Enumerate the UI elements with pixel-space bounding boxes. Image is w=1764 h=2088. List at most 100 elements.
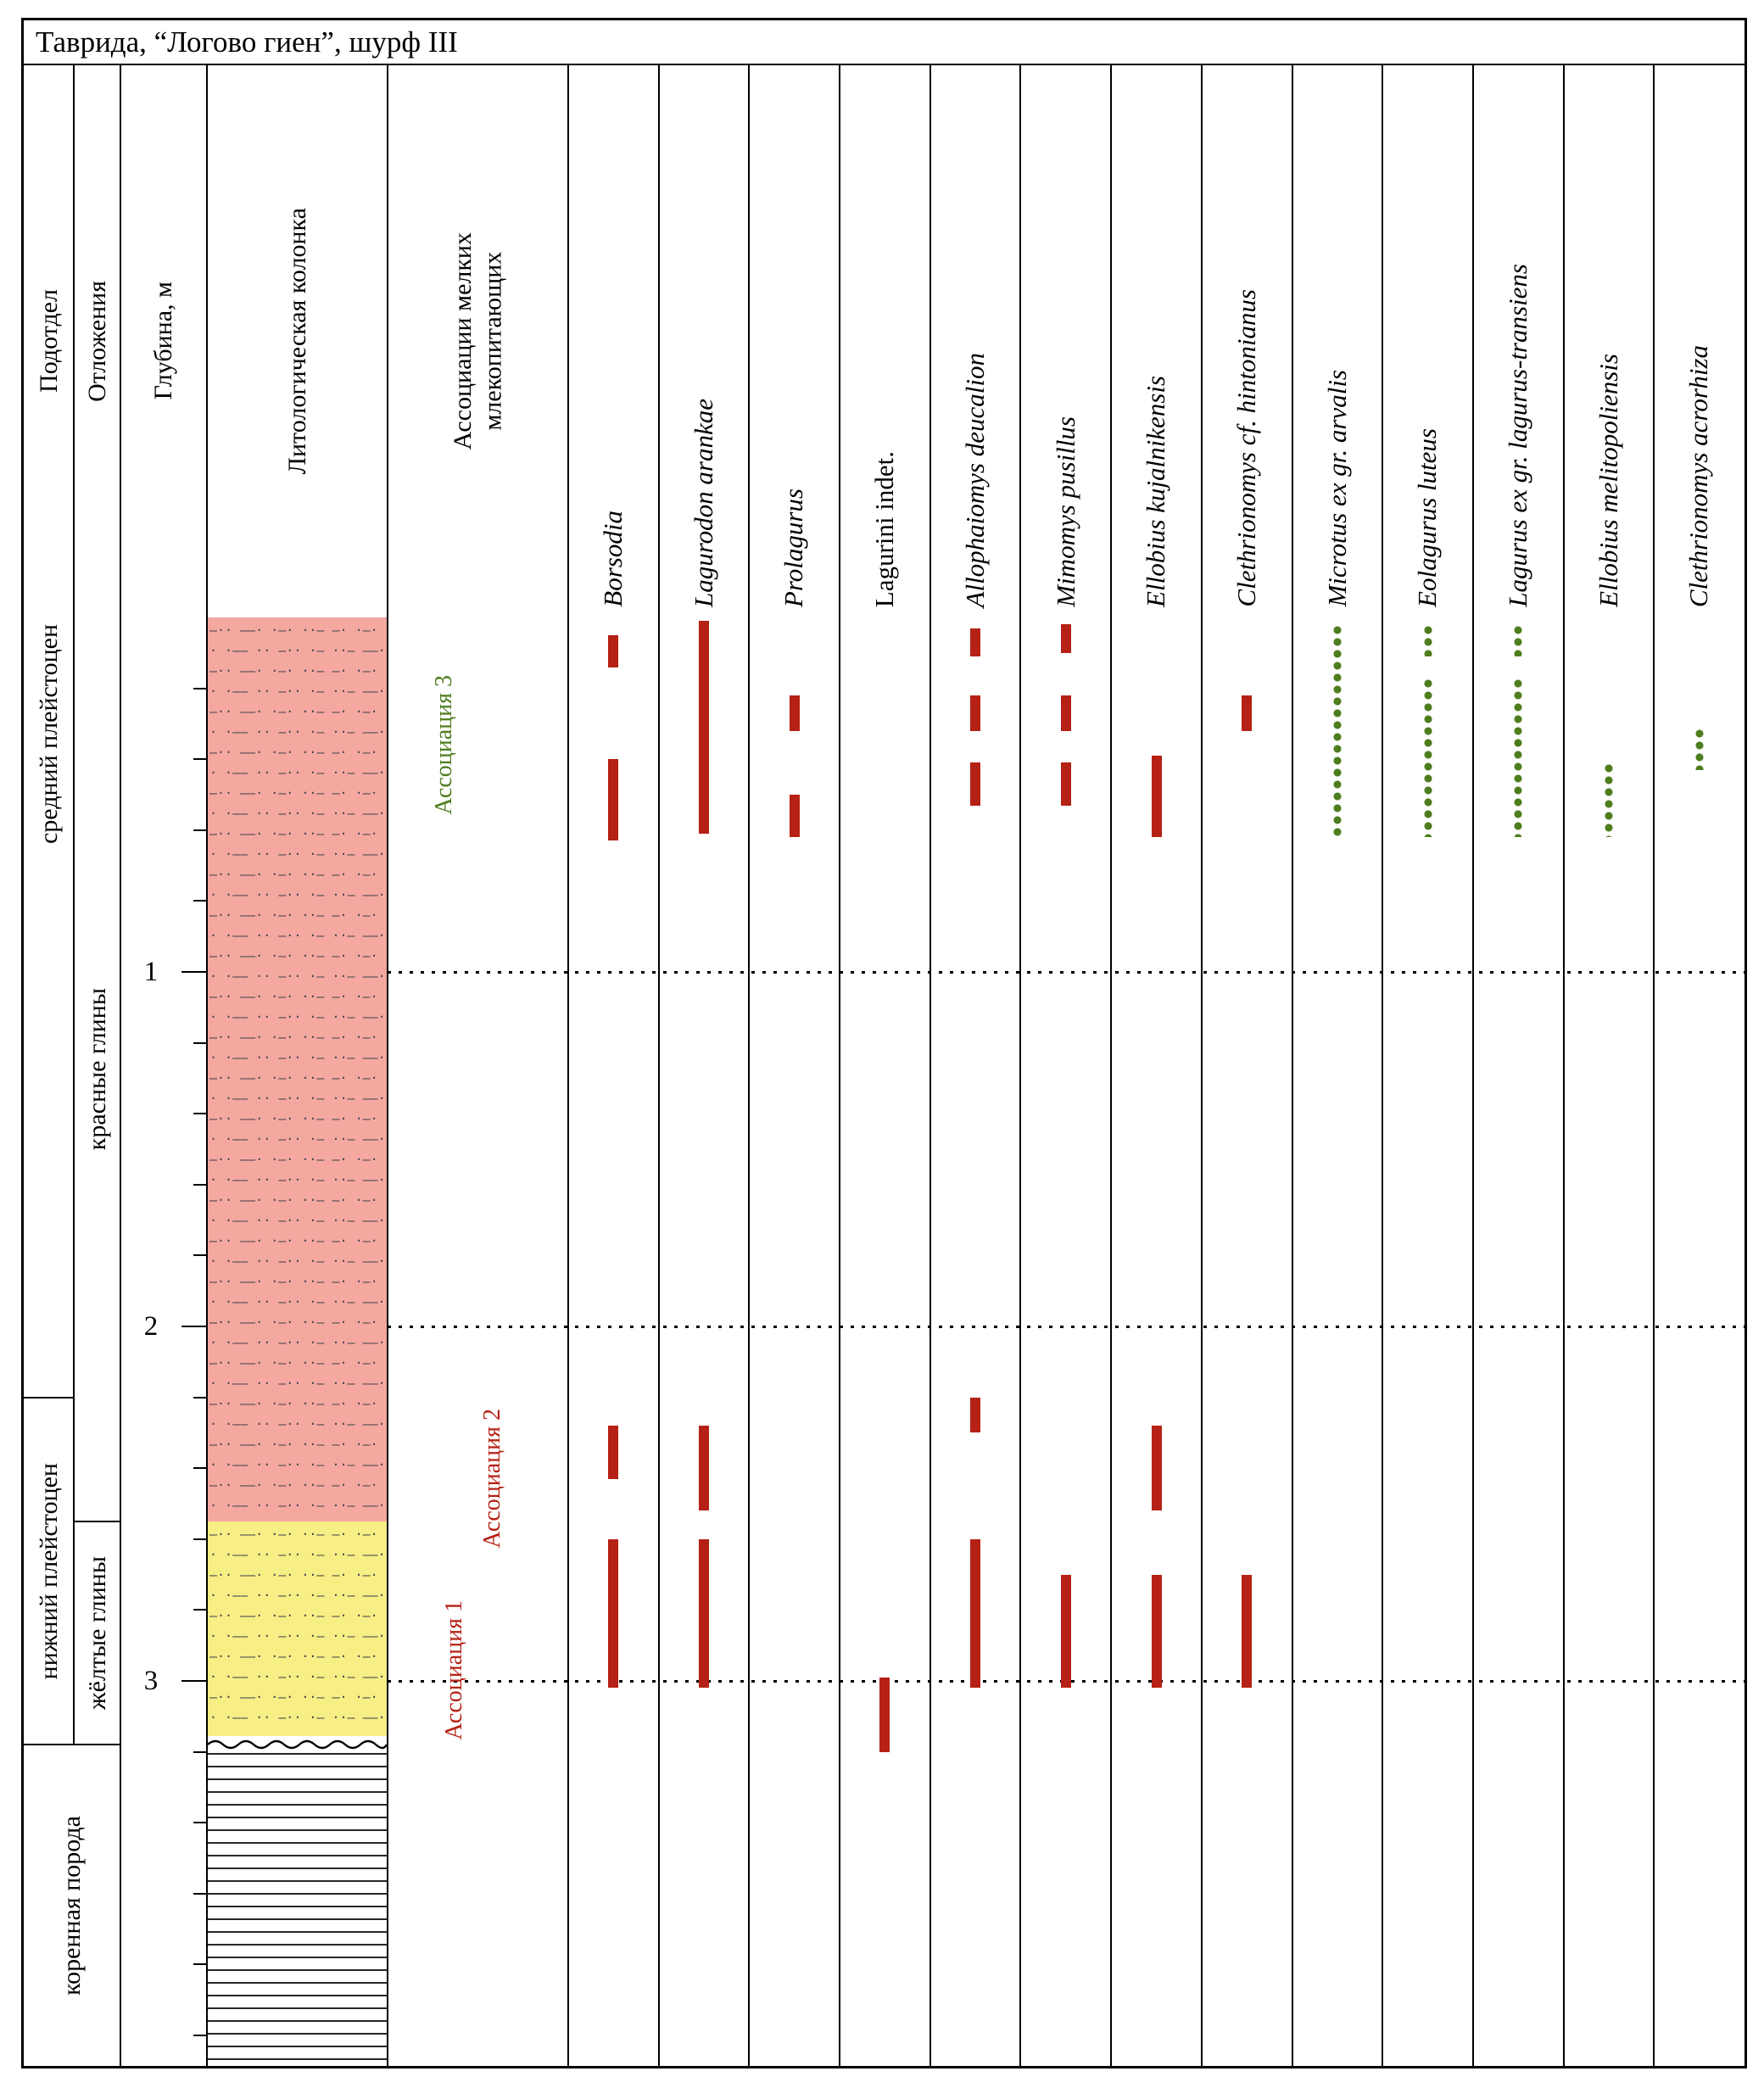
taxon-10-range-0-dots: [1514, 624, 1523, 656]
depth-label-2: 2: [143, 1310, 159, 1342]
taxon-2-range-0-bar: [789, 695, 800, 731]
depth-tick-0.4: [193, 758, 207, 761]
divider-taxon-2: [748, 64, 751, 2066]
taxon-2-range-1-bar: [789, 795, 800, 838]
taxon-5-range-3-bar: [1060, 1574, 1071, 1689]
taxon-header-4: Allophaiomys deucalion: [930, 64, 1021, 617]
depth-tick-0.2: [193, 687, 207, 689]
taxon-header-11-label: Ellobius melitopoliensis: [1593, 354, 1623, 607]
taxon-header-2: Prolagurus: [749, 64, 840, 617]
taxon-header-10: Lagurus ex gr. lagurus-transiens: [1473, 64, 1564, 617]
title-bar: Таврида, “Логово гиен”, шурф III: [24, 20, 1744, 64]
taxon-9-range-1-dots: [1423, 678, 1432, 838]
divider-taxon-6: [1110, 64, 1113, 2066]
taxon-header-8: Microtus ex gr. arvalis: [1292, 64, 1383, 617]
divider-taxon-1: [657, 64, 660, 2066]
association-label-3-label: Ассоциация 3: [430, 675, 457, 815]
divider-taxon-5: [1019, 64, 1022, 2066]
taxon-0-range-2-bar: [608, 1426, 619, 1479]
depth-tick-1.2: [193, 1041, 207, 1044]
divider-depth-lithology: [206, 64, 208, 2066]
outer-border: [21, 18, 1747, 2068]
divider-deposits-depth: [120, 64, 121, 2066]
taxon-3-range-0-bar: [879, 1677, 890, 1752]
chart-title: Таврида, “Логово гиен”, шурф III: [36, 25, 458, 59]
deposit-red-clays-label: красные глины: [82, 988, 111, 1151]
taxon-header-7-label: Clethrionomys cf. hintonianus: [1231, 289, 1261, 607]
depth-label-3: 3: [143, 1665, 159, 1696]
deposit-yellow-clays-label: жёлтые глины: [82, 1555, 111, 1711]
taxon-12-range-0-dots: [1694, 727, 1704, 770]
taxon-header-12: Clethrionomys acrorhiza: [1654, 64, 1744, 617]
lithology-red-clay: —·· ——· ·—· ··— —· ·—· ·—— ·· —·· ·— ··—…: [208, 617, 387, 1521]
taxon-7-range-0-bar: [1242, 695, 1253, 731]
taxon-1-range-2-bar: [699, 1538, 710, 1689]
taxon-0-range-1-bar: [608, 759, 619, 841]
taxon-header-7: Clethrionomys cf. hintonianus: [1202, 64, 1292, 617]
taxon-header-0-label: Borsodia: [598, 511, 628, 607]
taxon-5-range-2-bar: [1060, 762, 1071, 806]
lithology-yellow-clay: —·· ——· ·—· ··— —· ·—· ·—— ·· —·· ·— ··—…: [208, 1521, 387, 1739]
depth-tick-3.6: [193, 1892, 207, 1895]
taxon-8-range-0-dots: [1332, 624, 1342, 838]
taxon-11-range-0-dots: [1604, 762, 1613, 838]
lithology-yellow-clay-pattern: —·· ——· ·—· ··— —· ·—· ·—— ·· —·· ·— ··—…: [209, 1526, 387, 1739]
taxon-header-0: Borsodia: [568, 64, 659, 617]
taxon-4-range-1-bar: [970, 695, 981, 731]
taxon-6-range-1-bar: [1151, 1426, 1162, 1511]
depth-tick-2.2: [193, 1396, 207, 1399]
divider-taxon-12: [1653, 64, 1655, 2066]
divider-taxon-7: [1200, 64, 1203, 2066]
subdivision-lower-pleistocene-label: нижний плейстоцен: [34, 1462, 63, 1680]
taxon-header-11: Ellobius melitopoliensis: [1564, 64, 1655, 617]
taxon-header-8-label: Microtus ex gr. arvalis: [1321, 370, 1352, 607]
taxon-4-range-0-bar: [970, 628, 981, 656]
divider-taxon-3: [839, 64, 841, 2066]
divider-taxon-9: [1382, 64, 1384, 2066]
divider-lower-pleistocene-bedrock: [24, 1744, 120, 1746]
association-label-2-label: Ассоциация 2: [479, 1409, 506, 1549]
depth-tick-4: [193, 2035, 207, 2036]
taxon-header-6-label: Ellobius kujalnikensis: [1141, 376, 1171, 607]
subdivision-bedrock: коренная порода: [24, 1745, 120, 2066]
taxon-6-range-2-bar: [1151, 1574, 1162, 1689]
depth-tick-1.4: [193, 1113, 207, 1115]
divider-lithology-associations: [387, 64, 388, 2066]
depth-tick-2.4: [193, 1467, 207, 1470]
depth-tick-3.2: [193, 1750, 207, 1753]
depth-tick-0.6: [193, 829, 207, 831]
divider-red-yellow-clays: [74, 1520, 120, 1522]
taxon-0-range-0-bar: [608, 634, 619, 667]
taxon-7-range-1-bar: [1242, 1574, 1253, 1689]
divider-middle-lower-pleistocene: [24, 1396, 74, 1399]
taxon-header-10-label: Lagurus ex gr. lagurus-transiens: [1502, 264, 1532, 607]
depth-tick-3.4: [193, 1822, 207, 1824]
taxon-5-range-1-bar: [1060, 695, 1071, 731]
depth-tick-2.6: [193, 1538, 207, 1540]
taxon-1-range-1-bar: [699, 1426, 710, 1511]
taxon-4-range-2-bar: [970, 762, 981, 806]
taxon-header-3-label: Lagurini indet.: [869, 450, 900, 607]
lithology-red-clay-pattern: —·· ——· ·—· ··— —· ·—· ·—— ·· —·· ·— ··—…: [209, 622, 387, 1521]
taxon-6-range-0-bar: [1151, 756, 1162, 838]
taxon-0-range-3-bar: [608, 1538, 619, 1689]
taxon-header-3: Lagurini indet.: [840, 64, 930, 617]
wavy-line-icon: [207, 1740, 388, 1750]
divider-taxon-4: [929, 64, 931, 2066]
taxon-10-range-1-dots: [1514, 678, 1523, 838]
taxon-header-1-label: Lagurodon arankae: [688, 399, 718, 607]
lithology-bedrock: [208, 1753, 387, 2066]
divider-associations-taxa: [567, 64, 569, 2066]
depth-tick-2: [181, 1326, 207, 1327]
taxon-9-range-0-dots: [1423, 624, 1432, 656]
divider-taxon-10: [1471, 64, 1474, 2066]
subdivision-lower-pleistocene: нижний плейстоцен: [24, 1398, 74, 1745]
title-divider: [24, 64, 1744, 65]
depth-tick-1.8: [193, 1254, 207, 1257]
subdivision-middle-pleistocene-label: средний плейстоцен: [34, 624, 63, 845]
depth-tick-1: [181, 971, 207, 973]
lithology-wavy-boundary: [207, 1736, 388, 1754]
taxon-header-2-label: Prolagurus: [779, 488, 809, 607]
taxon-1-range-0-bar: [699, 621, 710, 834]
